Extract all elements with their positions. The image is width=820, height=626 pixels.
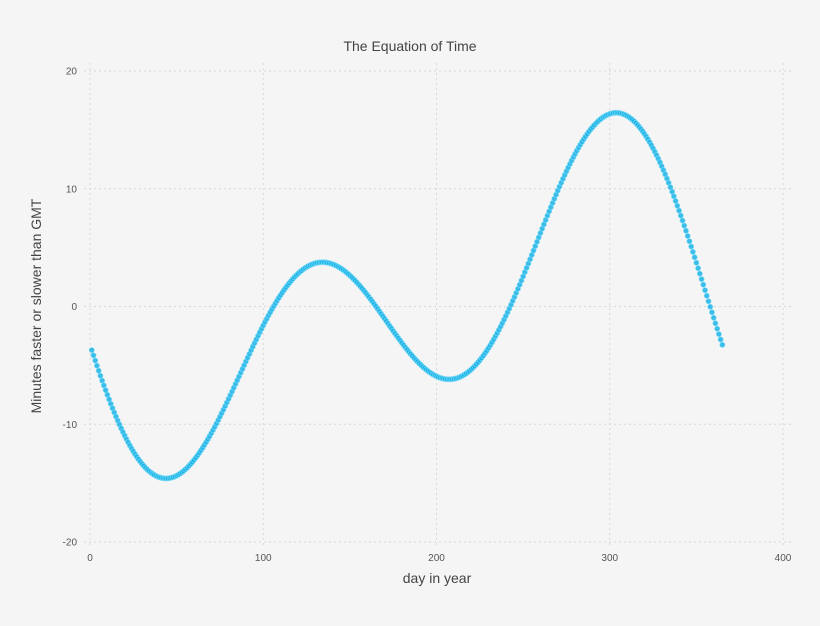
axis-ticks: 0 100 200 300 400 -20 -10 0 10 20 [63,67,792,565]
data-point [717,336,724,343]
data-point [702,287,708,294]
data-point [714,325,721,332]
data-point [688,243,695,250]
data-point [707,303,714,310]
data-point [677,212,684,219]
data-point [100,382,107,389]
data-point [88,347,95,354]
data-point [676,207,682,214]
y-tick-label: -20 [63,538,78,549]
data-point [94,362,100,369]
data-point [683,227,689,234]
data-point [674,202,681,209]
data-point [700,281,707,288]
data-point [679,217,686,224]
data-point [92,357,99,364]
y-tick-label: -10 [63,420,78,431]
x-axis-label: day in year [402,570,472,586]
x-tick-label: 400 [775,553,792,564]
data-point [705,298,712,305]
x-tick-label: 100 [255,553,272,564]
y-tick-label: 0 [71,302,77,313]
grid-lines [84,63,792,548]
x-tick-label: 0 [87,553,93,564]
data-point [690,249,696,255]
chart-title: The Equation of Time [343,38,477,54]
data-point [99,377,106,384]
data-point [681,222,688,229]
data-point [90,352,97,359]
data-point [719,341,726,348]
data-point [686,238,693,245]
data-point [672,198,679,204]
data-point [710,314,717,321]
y-tick-label: 10 [66,184,78,195]
x-tick-label: 300 [601,553,618,564]
data-points [88,109,726,482]
data-point [696,270,703,277]
data-point [698,276,705,283]
data-point [695,265,702,272]
data-point [716,331,722,338]
data-point [95,367,102,374]
y-tick-label: 20 [66,67,78,78]
data-point [712,320,719,327]
x-tick-label: 200 [428,553,445,564]
data-point [703,292,710,299]
data-point [97,372,104,379]
data-point [684,233,691,239]
data-point [693,259,700,266]
data-point [709,309,715,316]
data-point [691,254,698,261]
